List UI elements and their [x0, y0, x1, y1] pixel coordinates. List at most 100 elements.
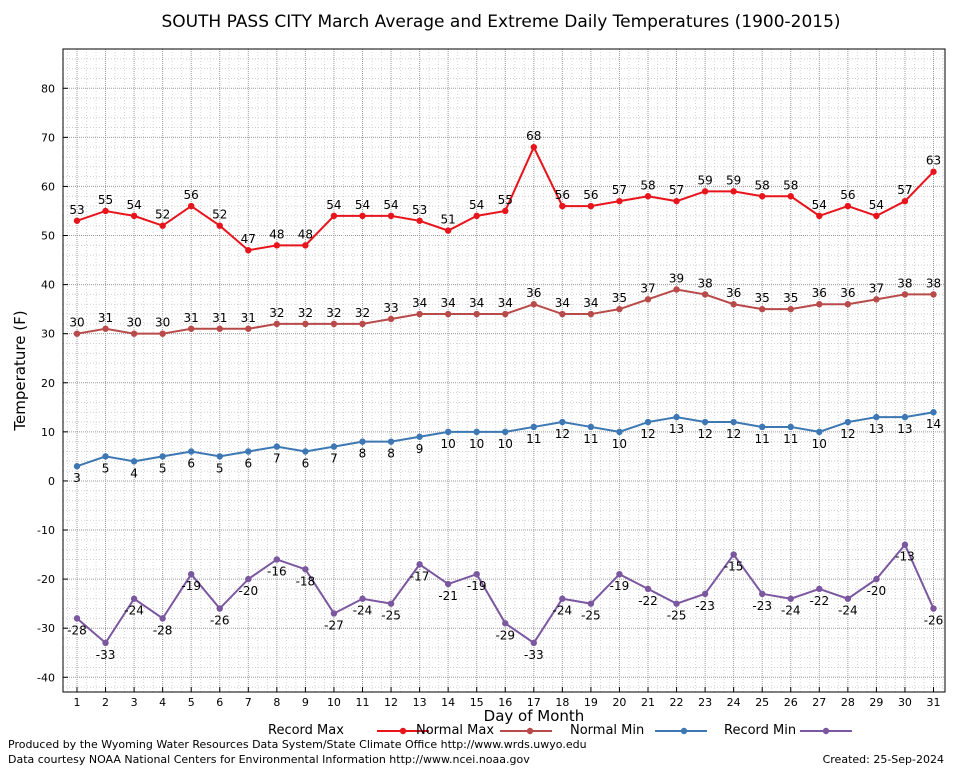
data-point: [873, 212, 880, 220]
data-point: [616, 305, 623, 313]
data-label: 56: [555, 188, 570, 202]
x-tick-label: 29: [869, 696, 883, 709]
x-tick-label: 3: [131, 696, 138, 709]
data-point: [701, 418, 709, 426]
data-label: 56: [184, 188, 199, 202]
x-tick-label: 31: [927, 696, 941, 709]
data-label: -19: [181, 579, 201, 593]
data-label: 55: [498, 193, 513, 207]
data-point: [444, 227, 452, 234]
x-tick-label: 17: [527, 696, 541, 709]
y-tick-label: 40: [41, 279, 55, 292]
data-label: -25: [381, 609, 401, 623]
data-point: [444, 580, 452, 588]
legend-label: Normal Max: [416, 723, 494, 738]
data-point: [530, 301, 537, 308]
data-label: 30: [155, 316, 170, 330]
data-label: 36: [726, 286, 741, 300]
data-point: [330, 320, 338, 328]
data-point: [930, 168, 937, 175]
data-label: -13: [895, 550, 915, 564]
data-point: [216, 453, 223, 460]
data-label: 59: [726, 173, 741, 187]
data-point: [901, 413, 909, 421]
data-label: 10: [498, 437, 513, 451]
data-label: 59: [697, 173, 712, 187]
series-record-max: 53 55 54 52 56 52 47 48 48 54 54 54 53 51 54 55 68 56 56 57…: [69, 129, 941, 254]
data-label: 12: [697, 427, 712, 441]
data-point: [216, 222, 223, 229]
data-point: [502, 620, 509, 627]
data-label: 12: [555, 427, 570, 441]
y-tick-label: 50: [41, 230, 55, 243]
data-point: [759, 423, 766, 431]
y-tick-label: -40: [37, 671, 55, 684]
x-tick-label: 19: [584, 696, 598, 709]
data-label: 10: [812, 437, 827, 451]
y-tick-label: -30: [37, 622, 55, 635]
data-point: [644, 418, 652, 426]
y-tick-label: 60: [41, 180, 55, 193]
legend-item-normal-max: Normal Max: [416, 723, 552, 738]
data-label: 68: [526, 129, 541, 143]
legend-item-normal-min: Normal Min: [570, 723, 707, 738]
data-label: 54: [869, 198, 884, 212]
data-point: [188, 448, 195, 455]
data-label: 31: [241, 311, 256, 325]
x-tick-label: 27: [812, 696, 826, 709]
data-point: [787, 595, 794, 602]
data-point: [273, 443, 281, 450]
x-tick-label: 13: [413, 696, 427, 709]
x-tick-label: 2: [102, 696, 109, 709]
data-point: [359, 595, 366, 602]
data-label: 14: [926, 417, 941, 431]
data-point: [616, 197, 623, 205]
data-label: 10: [612, 437, 627, 451]
data-point: [930, 409, 937, 416]
grid: [63, 48, 945, 692]
data-point: [644, 585, 652, 593]
x-tick-label: 15: [470, 696, 484, 709]
data-label: 54: [126, 198, 141, 212]
data-point: [616, 570, 623, 578]
data-label: 36: [812, 286, 827, 300]
y-tick-label: 20: [41, 377, 55, 390]
data-point: [416, 433, 423, 440]
data-label: 8: [387, 447, 395, 461]
data-label: 13: [869, 422, 884, 436]
data-label: -17: [410, 569, 430, 583]
legend-item-record-max: Record Max: [268, 723, 429, 738]
data-point: [559, 418, 566, 426]
data-point: [759, 193, 766, 200]
data-point: [559, 595, 566, 602]
data-point: [644, 193, 652, 200]
data-label: 54: [355, 198, 370, 212]
data-point: [816, 212, 823, 220]
data-point: [730, 551, 737, 558]
x-tick-label: 5: [188, 696, 195, 709]
data-label: 52: [155, 208, 170, 222]
data-point: [387, 315, 395, 323]
data-label: 57: [669, 183, 684, 197]
data-point: [530, 423, 537, 431]
data-point: [130, 212, 138, 220]
data-label: -25: [581, 609, 601, 623]
data-label: 31: [212, 311, 227, 325]
x-tick-label: 12: [384, 696, 398, 709]
data-point: [73, 217, 81, 224]
data-point: [930, 291, 937, 298]
data-point: [102, 325, 109, 332]
data-point: [216, 325, 223, 332]
data-label: 5: [102, 461, 110, 475]
data-label: 53: [412, 203, 427, 217]
data-point: [673, 413, 680, 421]
created-date: Created: 25-Sep-2024: [823, 753, 944, 766]
data-point: [130, 458, 138, 465]
data-point: [188, 325, 195, 332]
data-point: [816, 301, 823, 308]
data-point: [302, 242, 309, 249]
data-point: [73, 463, 81, 470]
data-point: [759, 305, 766, 313]
x-tick-label: 20: [612, 696, 626, 709]
data-point: [444, 428, 452, 436]
